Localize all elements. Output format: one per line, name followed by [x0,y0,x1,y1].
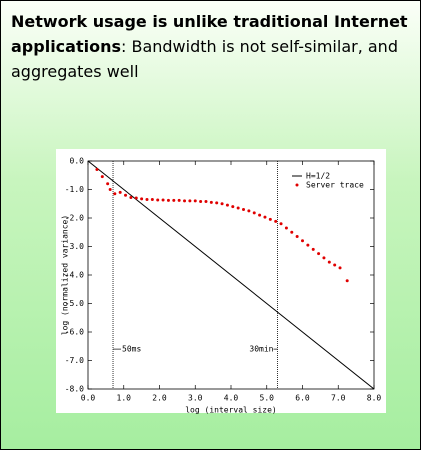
point [322,256,326,260]
reference-label: 50ms [122,345,141,354]
point [284,226,288,230]
y-tick-label: -1.0 [65,185,84,194]
x-axis-label: log (interval size) [185,406,277,415]
y-tick-label: -8.0 [65,385,84,394]
point [236,206,240,210]
point [177,198,181,202]
point [204,199,208,203]
point [95,168,99,172]
point [295,235,299,239]
x-tick-label: 0.0 [81,394,96,403]
point [345,279,349,283]
point [215,201,219,205]
x-tick-label: 1.0 [117,394,132,403]
reference-label: 30min [249,345,273,354]
point [108,188,112,191]
heading: Network usage is unlike traditional Inte… [11,9,411,84]
point [247,209,251,213]
point [100,175,104,179]
chart-background [56,149,386,413]
point [290,230,294,234]
point [268,217,272,221]
point [199,199,203,203]
point [161,198,165,202]
point [118,190,122,194]
legend-label: H=1/2 [306,172,330,181]
point [145,197,149,201]
point [252,211,256,215]
point [274,219,278,223]
point [220,202,224,206]
point [311,247,315,251]
x-tick-label: 5.0 [260,394,275,403]
y-tick-label: -7.0 [65,356,84,365]
point [106,182,110,186]
y-tick-label: -2.0 [65,214,84,223]
point [279,222,283,226]
point [225,203,229,207]
x-tick-label: 8.0 [367,394,382,403]
x-tick-label: 7.0 [331,394,346,403]
point [209,200,213,204]
point [231,205,235,209]
y-tick-label: -3.0 [65,242,84,251]
point [113,192,117,196]
x-tick-label: 3.0 [188,394,203,403]
point [306,243,310,247]
point [317,252,321,256]
point [327,260,331,264]
heading-rest: : Bandwidth is not self-similar, and agg… [11,37,398,81]
legend-swatch [295,183,299,187]
y-tick-label: -4.0 [65,271,84,280]
point [150,197,154,201]
y-tick-label: -6.0 [65,328,84,337]
x-tick-label: 4.0 [224,394,239,403]
point [301,239,304,243]
legend-label: Server trace [306,181,364,190]
point [242,207,246,211]
point [140,197,144,201]
heading-bold: Network usage is unlike traditional Inte… [11,12,408,56]
point [172,198,176,202]
x-tick-label: 6.0 [295,394,310,403]
point [166,198,170,202]
point [156,198,160,202]
y-axis-label: log (normalized variance) [61,215,70,335]
point [338,266,342,270]
y-tick-label: -5.0 [65,299,84,308]
point [188,199,192,203]
point [183,199,187,203]
point [263,215,267,219]
y-tick-label: 0.0 [70,157,85,166]
point [134,196,138,200]
point [129,195,133,199]
point [333,263,337,267]
point [258,213,262,217]
point [193,199,197,203]
x-tick-label: 2.0 [152,394,167,403]
point [124,193,128,197]
